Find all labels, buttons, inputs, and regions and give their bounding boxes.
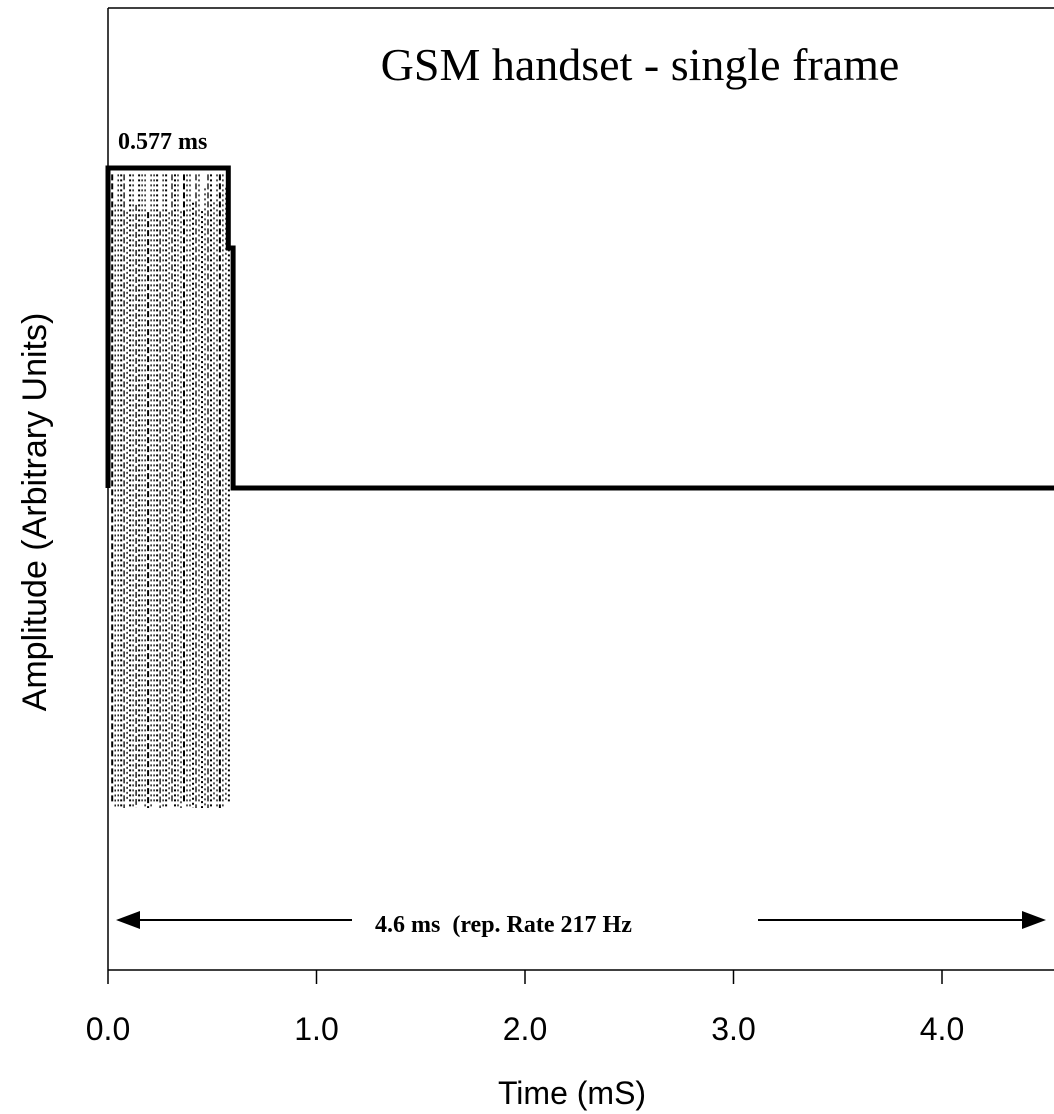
y-axis-label: Amplitude (Arbitrary Units) (16, 313, 54, 712)
chart-title: GSM handset - single frame (381, 39, 900, 90)
x-ticks: 0.0 1.0 2.0 3.0 4.0 (86, 970, 964, 1047)
x-tick-label: 3.0 (711, 1011, 755, 1047)
x-tick-label: 4.0 (920, 1011, 964, 1047)
burst-width-label: 0.577 ms (118, 129, 207, 155)
pulse-envelope (105, 165, 1054, 491)
period-arrowhead-left (116, 911, 140, 929)
carrier-signal (111, 174, 230, 808)
x-axis-label: Time (mS) (498, 1075, 646, 1111)
x-tick-label: 2.0 (503, 1011, 547, 1047)
period-arrowhead-right (1022, 911, 1046, 929)
x-tick-label: 0.0 (86, 1011, 130, 1047)
period-label: 4.6 ms (rep. Rate 217 Hz (375, 912, 632, 938)
x-tick-label: 1.0 (294, 1011, 338, 1047)
